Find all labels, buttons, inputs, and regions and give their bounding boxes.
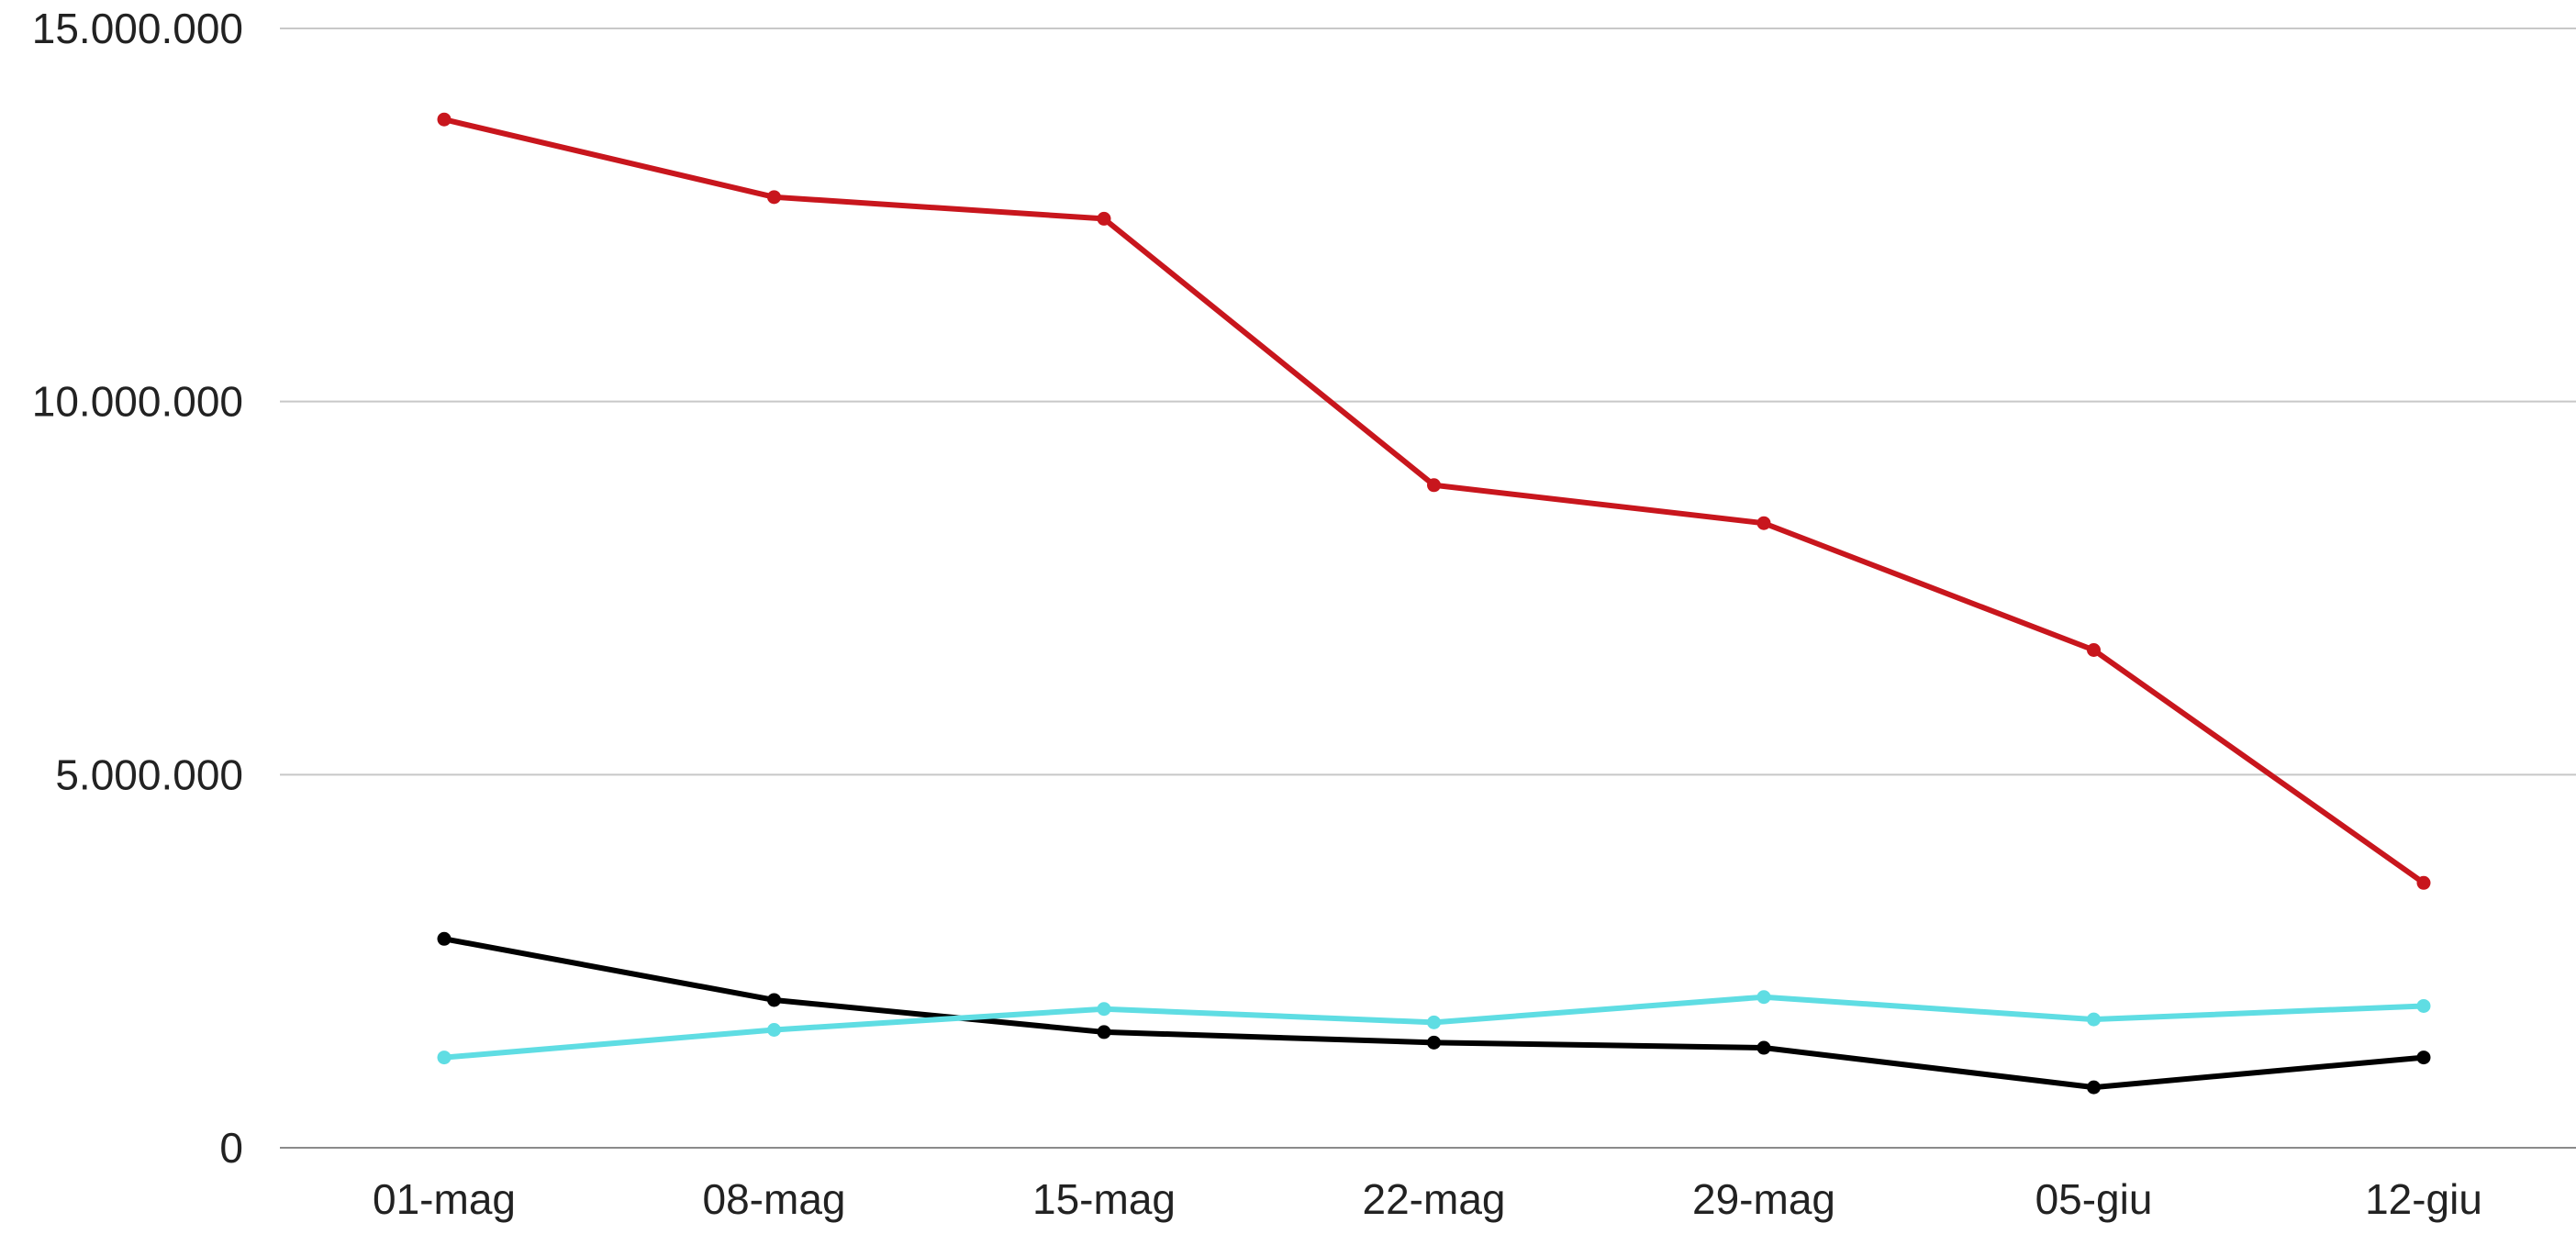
x-tick-label: 08-mag (703, 1175, 846, 1223)
series-line (441, 117, 2426, 886)
series-2 (437, 931, 2431, 1095)
data-point (2416, 1051, 2431, 1065)
y-tick-label: 0 (219, 1124, 243, 1172)
data-point (2416, 875, 2431, 890)
data-point (767, 1022, 781, 1037)
data-point (437, 931, 452, 946)
series-1 (437, 112, 2431, 890)
x-tick-label: 12-giu (2365, 1175, 2482, 1223)
y-tick-label: 5.000.000 (55, 750, 243, 798)
data-point (2087, 643, 2101, 658)
x-tick-label: 05-giu (2035, 1175, 2153, 1223)
data-point (1427, 478, 1441, 493)
data-point (1756, 990, 1771, 1005)
data-point (1097, 1002, 1111, 1017)
data-point (1097, 1025, 1111, 1039)
grid-lines (280, 28, 2576, 776)
y-tick-label: 10.000.000 (32, 378, 243, 426)
data-point (1756, 1040, 1771, 1055)
y-tick-label: 15.000.000 (32, 5, 243, 52)
data-point (1097, 211, 1111, 226)
data-point (1756, 516, 1771, 530)
data-point (2087, 1080, 2101, 1095)
series-line (441, 936, 2426, 1091)
data-point (767, 993, 781, 1007)
x-tick-labels: 01-mag 08-mag 15-mag 22-mag 29-mag 05-giu 12-g… (373, 1175, 2482, 1223)
data-point (437, 1051, 452, 1065)
data-point (1427, 1015, 1441, 1029)
x-tick-label: 15-mag (1032, 1175, 1176, 1223)
y-tick-labels: 0 5.000.000 10.000.000 15.000.000 (32, 5, 243, 1172)
series (437, 112, 2431, 1095)
data-point (2087, 1012, 2101, 1027)
data-point (2416, 998, 2431, 1013)
data-point (767, 190, 781, 205)
data-point (437, 112, 452, 127)
x-tick-label: 22-mag (1363, 1175, 1506, 1223)
data-point (1427, 1035, 1441, 1050)
series-3 (437, 990, 2431, 1065)
x-tick-label: 29-mag (1692, 1175, 1835, 1223)
x-tick-label: 01-mag (373, 1175, 516, 1223)
